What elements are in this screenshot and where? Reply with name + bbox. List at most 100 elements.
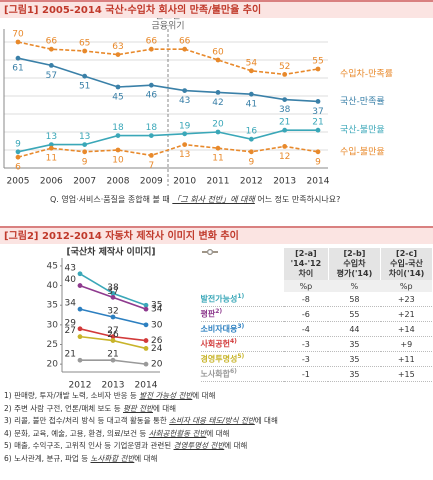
data-label: 61 (12, 64, 23, 74)
point (282, 144, 288, 149)
row-label: 발전가능성1) (200, 249, 284, 307)
legend-label: 수입-불만율 (340, 145, 385, 157)
point (215, 129, 221, 135)
data-label: 9 (315, 157, 321, 167)
data-label: 11 (212, 154, 223, 164)
y-tick-label: 45 (47, 261, 58, 271)
footnote: 4) 문화, 교육, 예술, 고용, 환경, 의료/보건 등 사회공헌활동 전반… (4, 428, 278, 441)
point (15, 39, 21, 45)
row-label-text: 소비자대응 (200, 324, 238, 334)
footnote-text: 5) 매출, 수익구조, 고위직 인사 등 기업운영과 관련된 (4, 441, 174, 450)
table-cell: -6 (283, 306, 329, 322)
point (215, 145, 221, 151)
unit: %p% %p (200, 280, 432, 292)
data-label: 52 (279, 62, 290, 72)
data-label: 42 (212, 98, 223, 108)
series-line (17, 143, 319, 158)
point (282, 127, 288, 133)
point (148, 46, 154, 52)
data-label: 34 (65, 299, 77, 309)
footnote-text: 3) 리콜, 불만 접수/처리 방식 등 대고객 활동을 통한 (4, 416, 170, 425)
row-label-text: 평판 (200, 309, 216, 319)
footnote-text: 에 대해 (224, 441, 248, 450)
point (77, 306, 83, 312)
data-label: 38 (279, 105, 291, 115)
x-tick-label: 2014 (135, 381, 158, 391)
y-tick-label: 30 (47, 320, 59, 330)
icon-dot (206, 249, 213, 255)
series-line (17, 129, 318, 153)
table-row: 평판2) -6 55 +21 (200, 249, 432, 322)
footnote-emph: 노사화합 전반 (90, 453, 135, 463)
row-note: 1) (237, 293, 245, 301)
header-text: [2-a] (295, 249, 317, 258)
data-label: 66 (146, 37, 158, 47)
data-label: 10 (112, 156, 124, 166)
point (148, 133, 154, 139)
data-label: 66 (179, 37, 191, 47)
header-text: 차이 (298, 269, 314, 278)
header-cell: [2-b] 수입차 평가('14) (327, 248, 381, 280)
table-cell: 35 (328, 336, 381, 352)
legend-label: 국산-불만율 (340, 125, 385, 136)
annotation: 금융위기 (151, 21, 184, 32)
row-label: 노사화합6) (200, 249, 284, 382)
point (48, 63, 54, 68)
table-cell: 55 (328, 306, 381, 322)
data-label: 35 (151, 301, 162, 311)
footnote-emph: 경영투명성 전반 (173, 441, 225, 450)
series-line (17, 57, 319, 103)
data-label: 20 (212, 120, 224, 130)
row-note: 3) (237, 323, 245, 331)
header-text: 수입-국산 (390, 259, 423, 268)
legend-icon (201, 249, 218, 255)
figure2-title: [그림2] 2012-2014 자동차 제작사 이미지 변화 추이 (0, 226, 433, 244)
point (82, 73, 88, 79)
x-tick-label: 2008 (107, 177, 130, 187)
x-tick-label: 2009 (140, 177, 163, 187)
point (148, 82, 154, 88)
table-cell: -3 (283, 336, 329, 352)
question-text: 어느 정도 만족하시나요? (254, 195, 341, 204)
point (77, 357, 83, 363)
row-label-text: 노사화합 (200, 369, 230, 379)
table-cell: 58 (328, 292, 381, 307)
data-label: 21 (279, 118, 290, 128)
point (77, 283, 83, 288)
table-row: 소비자대응3) -4 44 +14 (200, 249, 432, 337)
series-line (17, 41, 319, 76)
table-row: 사회공헌4) -3 35 +9 (200, 249, 432, 352)
data-label: 16 (246, 127, 258, 137)
point (77, 271, 83, 277)
point (182, 88, 188, 93)
x-tick-label: 2011 (207, 177, 230, 187)
data-label: 55 (312, 57, 323, 67)
chart-subtitle: [국산차 제작사 이미지] (66, 246, 155, 258)
x-tick-label: 2010 (173, 177, 196, 187)
legend-label: 국산-만족률 (340, 96, 385, 107)
point (110, 334, 116, 340)
point (110, 294, 116, 300)
unit-cell: % (328, 280, 381, 292)
data-label: 54 (246, 58, 258, 68)
header-cell: [2-a] '14-'12 차이 (283, 248, 329, 280)
point (143, 322, 149, 328)
footnote-text: 4) 문화, 교육, 예술, 고용, 환경, 의료/보건 등 (4, 428, 149, 438)
footnote-text: 에 대해 (254, 416, 278, 425)
row-note: 4) (229, 338, 237, 346)
figure1-title: [그림1] 2005-2014 국산·수입차 회사의 만족/불만율 추이 (0, 0, 433, 18)
table-row: 노사화합6) -1 35 +15 (200, 249, 432, 382)
data-label: 32 (107, 307, 118, 317)
footnote-text: 에 대해 (206, 428, 230, 438)
point (215, 90, 221, 95)
point (143, 346, 149, 351)
point (110, 357, 116, 363)
data-label: 70 (12, 30, 24, 40)
header-text: [2-b] (343, 249, 366, 258)
footnote-text: 6) 노사관계, 분규, 파업 등 (4, 453, 91, 463)
header-text: '14-'12 (290, 259, 322, 268)
header-cell (200, 248, 284, 280)
point (77, 334, 83, 340)
table-row: 경영투명성5) -3 35 +11 (200, 249, 432, 367)
data-label: 57 (46, 71, 57, 81)
